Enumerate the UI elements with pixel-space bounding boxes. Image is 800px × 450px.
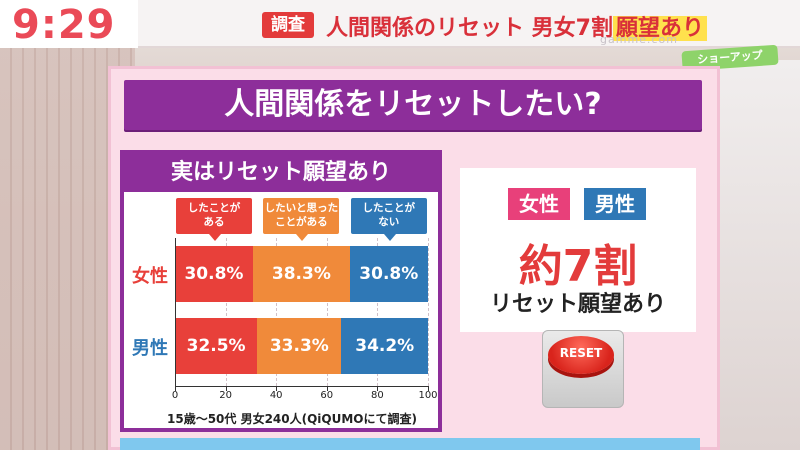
top-bar: 9:29 調査 人間関係のリセット 男女7割 願望あり gamme.com [0,0,800,48]
headline-main: 人間関係のリセット 男女7割 [326,16,613,41]
legend-text: ことがある [275,216,328,228]
headline-highlight: 願望あり [612,16,707,41]
x-tick-label: 100 [418,390,438,401]
legend-callout: したことが ある [175,198,252,241]
headline: 人間関係のリセット 男女7割 願望あり [326,10,707,42]
watermark: gamme.com [600,33,678,46]
category-label: 女性 [132,266,168,287]
board-title-banner: 人間関係をリセットしたい? [124,80,702,130]
bar-segment: 30.8% [349,246,428,302]
topic-tag: 調査 [262,12,314,38]
bar-segment: 33.3% [257,318,342,374]
legend-text: ある [203,216,225,228]
gridline [326,238,328,386]
board-title: 人間関係をリセットしたい? [224,87,602,122]
x-tick-label: 40 [269,390,283,401]
bar-segment: 34.2% [341,318,428,374]
summary-subtitle: リセット願望あり [489,292,666,317]
x-tick [377,386,379,391]
gridline [225,238,227,386]
chart-title: 実はリセット願望あり [124,154,438,192]
survey-note: 15歳〜50代 男女240人(QiQUMOにて調査) [167,412,417,426]
clock-time: 9:29 [12,2,116,48]
gridline [428,238,429,386]
x-tick-label: 80 [371,390,384,401]
legend-text: したことが [187,202,241,214]
legend-callout: したいと思った ことがある [263,198,340,241]
x-tick-label: 60 [320,390,334,401]
legend-text: ない [378,216,400,228]
bar-segment: 38.3% [252,246,350,302]
x-tick [276,386,278,391]
x-tick-label: 20 [219,390,232,401]
reset-button: RESET [548,336,614,374]
next-panel-strip [120,438,700,450]
x-tick-label: 0 [171,390,179,401]
badge-male: 男性 [584,188,646,220]
x-axis [175,386,428,387]
x-tick [428,386,429,391]
bar-segment: 30.8% [175,246,253,302]
legend-text: したことが [362,202,416,214]
x-tick [175,386,176,391]
clock: 9:29 [0,0,138,48]
category-label: 男性 [132,338,168,359]
legend-text: したいと思った [264,202,339,214]
summary-card: 女性 男性 約7割 リセット願望あり [460,168,696,332]
gridline [276,238,278,386]
x-tick [326,386,328,391]
bar-segment: 32.5% [175,318,258,374]
y-axis [175,238,176,386]
legend-callout: したことが ない [350,198,427,241]
summary-value: 約7割 [518,241,638,292]
x-tick [225,386,227,391]
gridline [377,238,379,386]
badge-female: 女性 [508,188,570,220]
